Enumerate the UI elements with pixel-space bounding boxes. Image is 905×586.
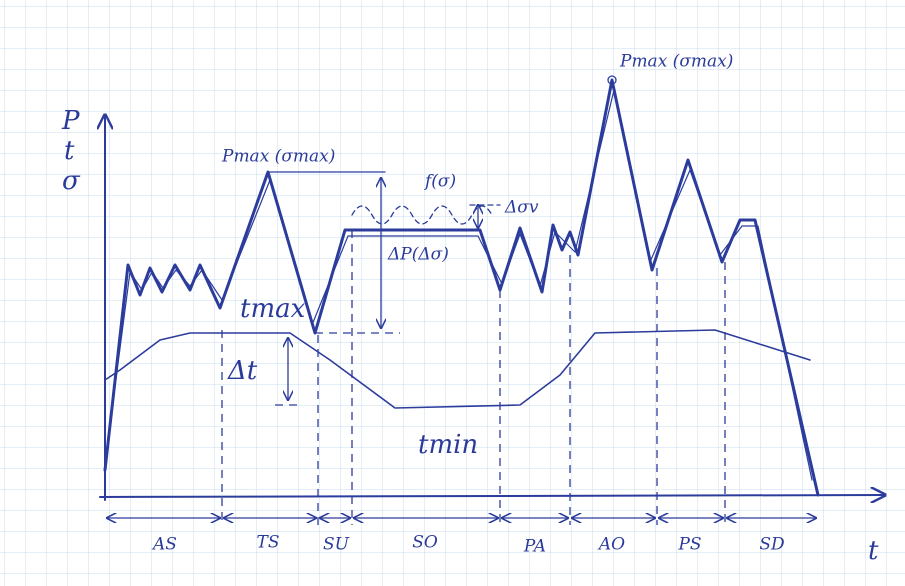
phase-label: PA [523, 537, 546, 557]
x-axis [99, 495, 885, 497]
phase-label: AO [597, 535, 625, 555]
annotation: ΔP(Δσ) [387, 245, 449, 265]
phase-boundaries [221, 230, 726, 525]
x-label: t [868, 536, 879, 566]
annotation: f(σ) [423, 172, 456, 192]
phase-label: PS [677, 535, 701, 555]
y-label: σ [62, 166, 81, 196]
pressure-curve-sketch [107, 89, 813, 481]
annotation: Pmax (σmax) [221, 147, 335, 167]
temperature-curve [104, 329, 811, 409]
annotation: Δσv [504, 198, 539, 218]
phase-label: SU [323, 535, 350, 555]
phase-label: AS [151, 535, 177, 555]
phase-label: SD [759, 535, 785, 555]
annotation: Δt [227, 356, 258, 386]
phase-label: TS [257, 533, 280, 553]
phase-label: SO [412, 533, 438, 553]
annotation: Pmax (σmax) [619, 52, 733, 72]
annotation: tmin [418, 430, 478, 460]
y-label: t [64, 136, 75, 166]
annotation-lines [269, 75, 617, 400]
y-label: P [61, 106, 80, 136]
annotation: tmax [240, 294, 306, 324]
